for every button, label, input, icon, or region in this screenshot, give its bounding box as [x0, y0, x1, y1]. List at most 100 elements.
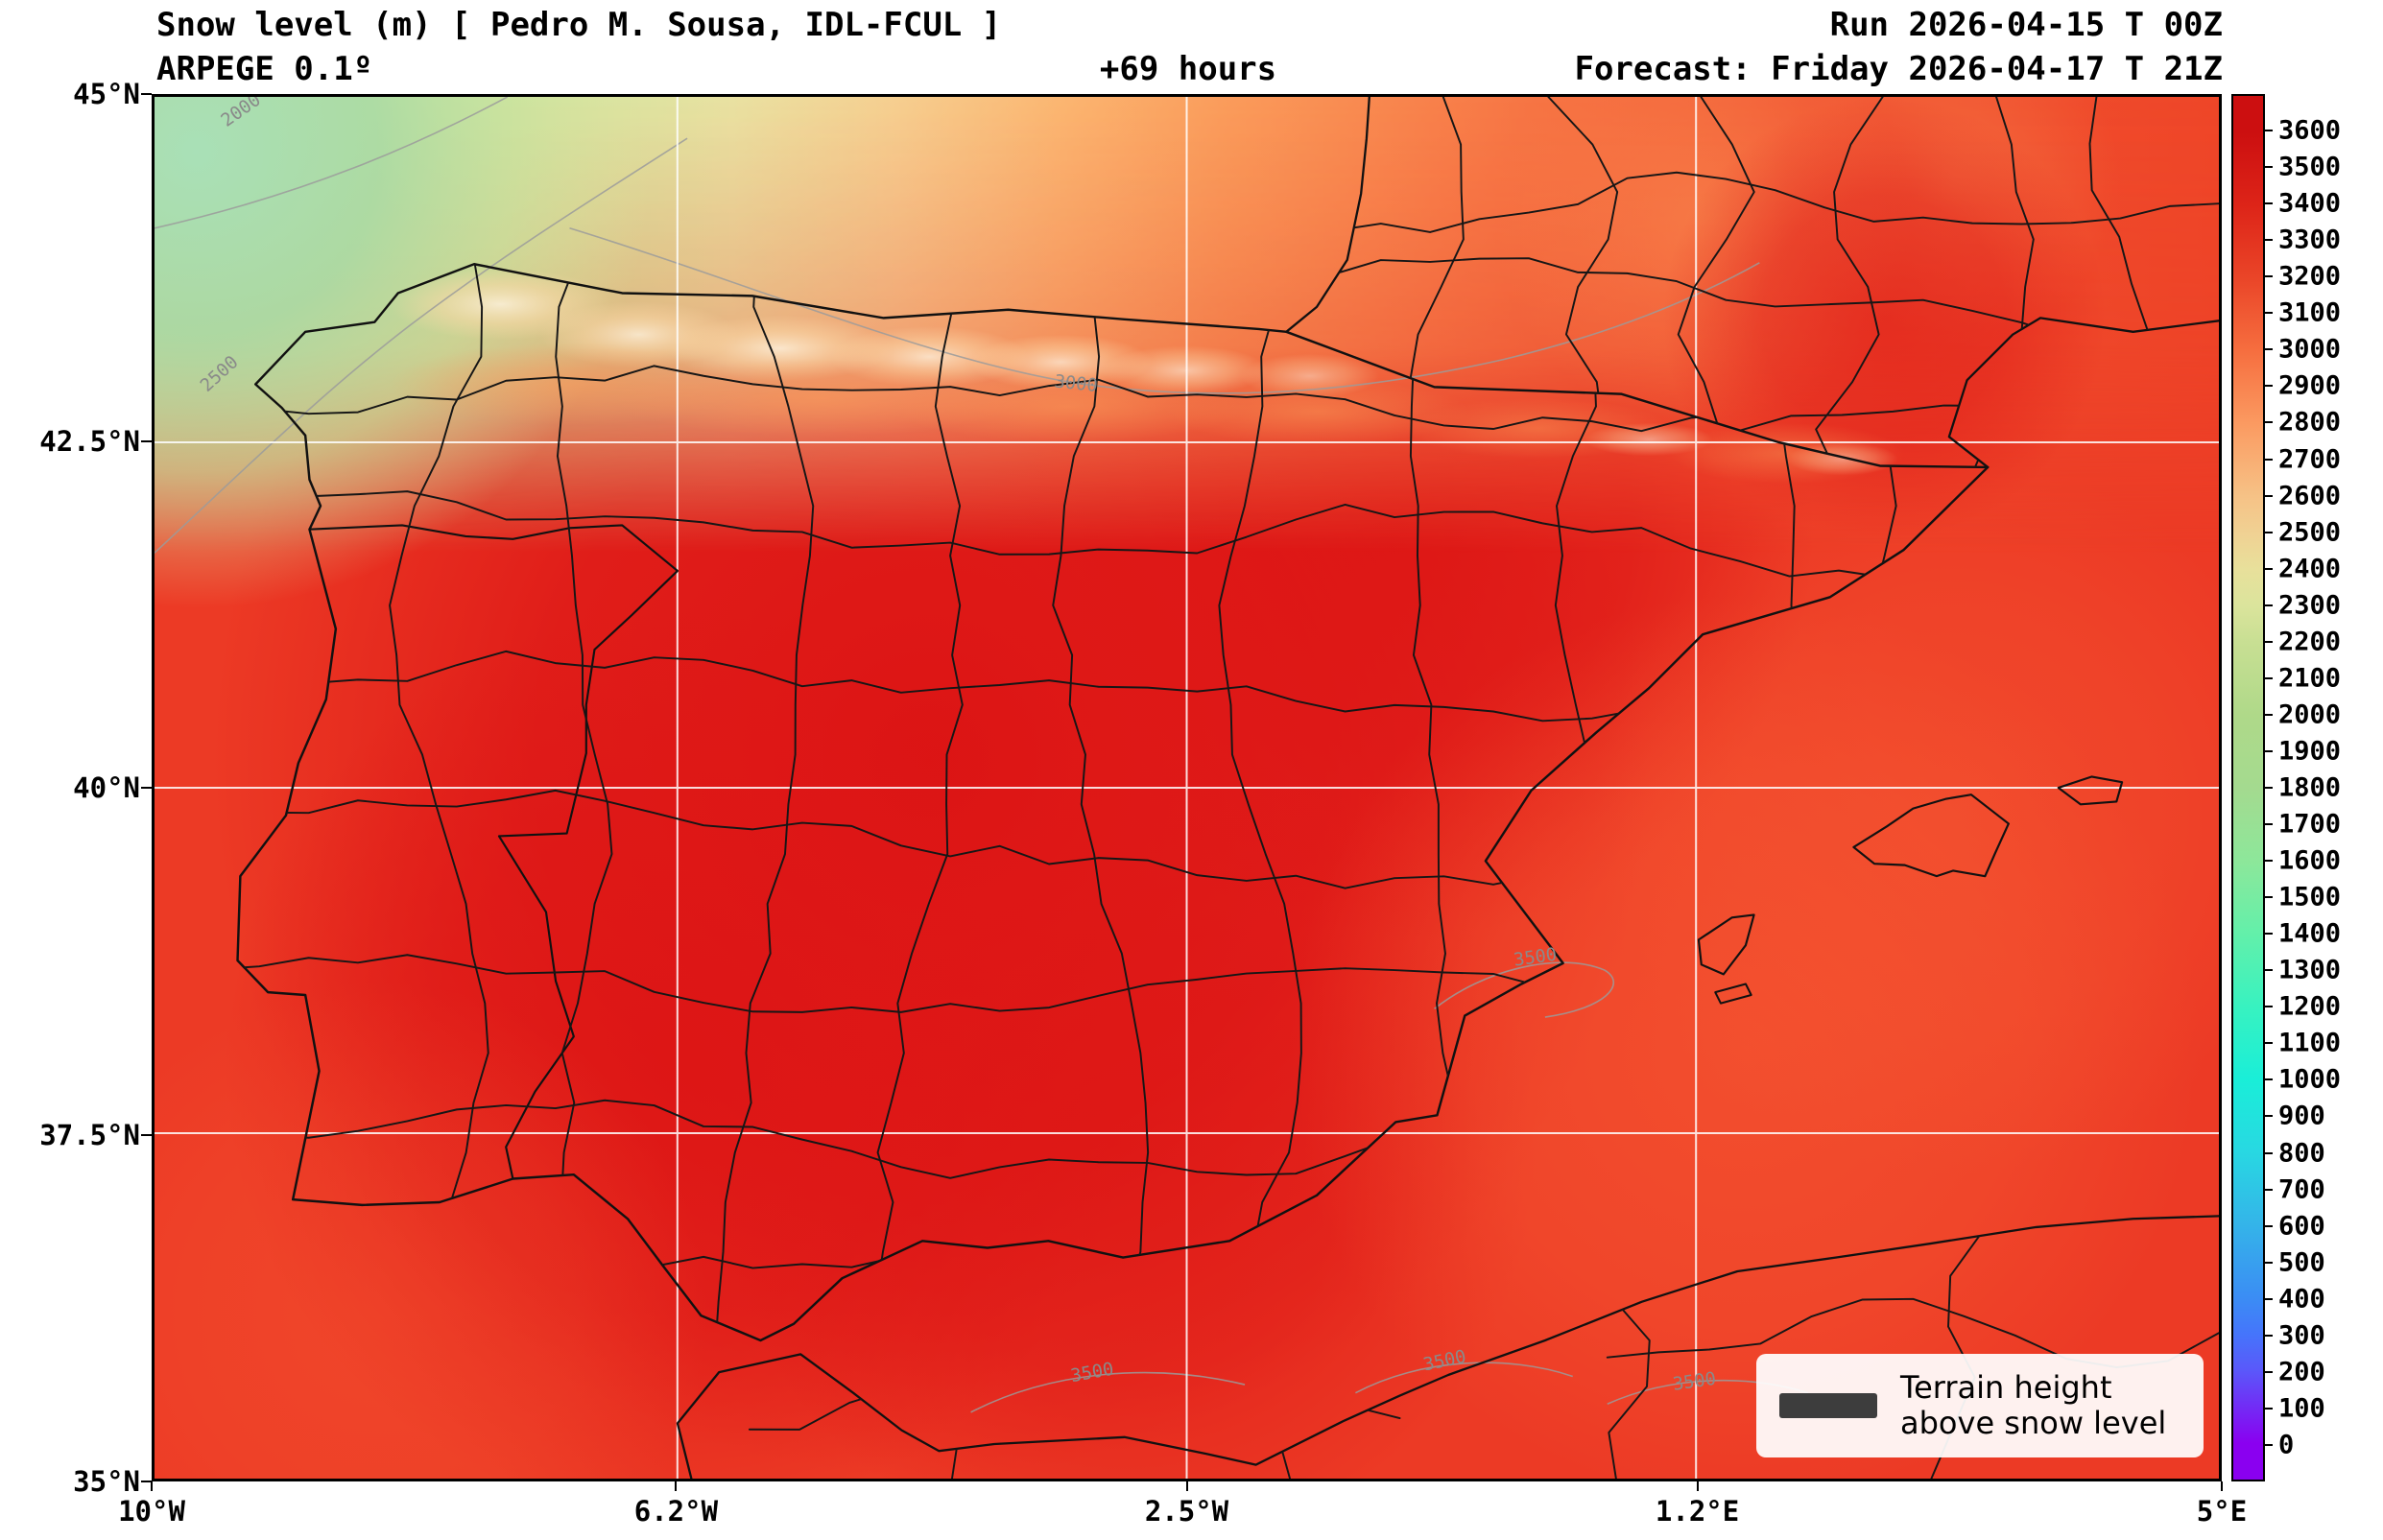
contour-label: 3000 [1054, 371, 1099, 396]
colorbar-tick-mark [2265, 896, 2273, 899]
colorbar-tick-label: 1000 [2278, 1064, 2342, 1095]
colorbar-tick-mark [2265, 1042, 2273, 1045]
legend-text: Terrain height above snow level [1900, 1370, 2166, 1441]
colorbar-tick-label: 1100 [2278, 1028, 2342, 1058]
colorbar-tick-mark [2265, 1443, 2273, 1446]
colorbar-tick-mark [2265, 348, 2273, 351]
colorbar-tick-label: 2700 [2278, 444, 2342, 475]
lead-time-label: +69 hours [1099, 50, 1277, 88]
colorbar-tick-mark [2265, 531, 2273, 533]
x-axis-tick-label: 5°E [2196, 1495, 2248, 1528]
legend-line2: above snow level [1900, 1405, 2167, 1441]
colorbar-tick-mark [2265, 1407, 2273, 1410]
y-axis-tick-mark [141, 439, 152, 442]
coastlines-and-borders [236, 97, 2219, 1479]
colorbar-tick-mark [2265, 385, 2273, 388]
colorbar-tick-label: 200 [2278, 1357, 2325, 1387]
colorbar-tick-label: 1600 [2278, 845, 2342, 876]
colorbar-tick-mark [2265, 860, 2273, 863]
colorbar-tick-label: 3500 [2278, 152, 2342, 182]
colorbar-tick-mark [2265, 1151, 2273, 1154]
colorbar-tick-label: 800 [2278, 1138, 2325, 1169]
y-axis-tick-label: 42.5°N [39, 424, 140, 458]
y-axis-tick-label: 40°N [73, 771, 140, 804]
colorbar-tick-mark [2265, 239, 2273, 242]
colorbar-tick-mark [2265, 1261, 2273, 1264]
x-axis-tick-label: 1.2°E [1655, 1495, 1740, 1528]
colorbar-tick-label: 3000 [2278, 334, 2342, 365]
colorbar-tick-mark [2265, 421, 2273, 424]
colorbar-tick-label: 1500 [2278, 882, 2342, 912]
legend-box: Terrain height above snow level [1756, 1354, 2204, 1457]
colorbar-tick-mark [2265, 933, 2273, 936]
terrain-legend-swatch [1779, 1393, 1877, 1418]
colorbar-tick-mark [2265, 458, 2273, 461]
colorbar-tick-label: 2200 [2278, 627, 2342, 657]
colorbar-tick-label: 700 [2278, 1174, 2325, 1205]
y-axis-tick-mark [141, 1133, 152, 1136]
colorbar-tick-label: 3600 [2278, 115, 2342, 146]
colorbar-tick-mark [2265, 1334, 2273, 1337]
forecast-label: Forecast: Friday 2026-04-17 T 21Z [1574, 50, 2223, 88]
colorbar-tick-label: 2300 [2278, 590, 2342, 621]
y-axis-tick-mark [141, 93, 152, 95]
colorbar-tick-mark [2265, 823, 2273, 826]
x-axis-tick-mark [1696, 1481, 1699, 1491]
colorbar-tick-label: 1800 [2278, 772, 2342, 803]
colorbar-tick-label: 900 [2278, 1101, 2325, 1131]
y-axis-tick-mark [141, 787, 152, 789]
contour-lines [155, 97, 1809, 1413]
colorbar-tick-mark [2265, 787, 2273, 789]
colorbar-tick-mark [2265, 676, 2273, 679]
x-axis-tick-mark [2221, 1481, 2223, 1491]
colorbar-tick-label: 300 [2278, 1320, 2325, 1351]
y-axis-tick-label: 37.5°N [39, 1118, 140, 1151]
colorbar-tick-label: 3300 [2278, 225, 2342, 255]
colorbar-tick-label: 400 [2278, 1284, 2325, 1315]
colorbar-tick-mark [2265, 567, 2273, 570]
run-label: Run 2026-04-15 T 00Z [1829, 6, 2223, 44]
colorbar-tick-mark [2265, 604, 2273, 606]
colorbar-tick-mark [2265, 1115, 2273, 1118]
colorbar-tick-mark [2265, 202, 2273, 205]
colorbar-tick-label: 2500 [2278, 517, 2342, 548]
colorbar-tick-mark [2265, 749, 2273, 752]
y-axis-tick-label: 35°N [73, 1465, 140, 1498]
colorbar-tick-mark [2265, 1078, 2273, 1081]
x-axis-tick-mark [1185, 1481, 1188, 1491]
colorbar-tick-mark [2265, 1188, 2273, 1191]
map-plot-area: 2000 2500 3000 3500 3500 3500 3500 Terrain hei… [152, 94, 2222, 1481]
colorbar-tick-label: 1300 [2278, 955, 2342, 985]
colorbar-gradient [2233, 96, 2263, 1480]
model-label: ARPEGE 0.1º [156, 50, 373, 88]
colorbar-tick-label: 600 [2278, 1211, 2325, 1242]
colorbar-tick-mark [2265, 713, 2273, 716]
colorbar-tick-label: 2000 [2278, 699, 2342, 730]
colorbar-tick-label: 500 [2278, 1247, 2325, 1278]
colorbar-tick-label: 2100 [2278, 663, 2342, 694]
x-axis-tick-mark [151, 1481, 153, 1491]
legend-line1: Terrain height [1900, 1369, 2112, 1407]
colorbar-tick-mark [2265, 494, 2273, 497]
x-axis-tick-mark [675, 1481, 678, 1491]
colorbar-tick-mark [2265, 275, 2273, 278]
colorbar-tick-label: 1200 [2278, 991, 2342, 1022]
colorbar-tick-mark [2265, 969, 2273, 972]
page-title: Snow level (m) [ Pedro M. Sousa, IDL-FCU… [156, 6, 1002, 44]
colorbar-tick-mark [2265, 312, 2273, 315]
gridlines [155, 97, 2219, 1479]
colorbar-tick-label: 3100 [2278, 297, 2342, 328]
colorbar-tick-label: 2900 [2278, 370, 2342, 401]
y-axis-tick-label: 45°N [73, 78, 140, 110]
colorbar-tick-label: 1400 [2278, 918, 2342, 949]
colorbar-tick-mark [2265, 1297, 2273, 1300]
x-axis-tick-label: 2.5°W [1144, 1495, 1229, 1528]
colorbar-tick-mark [2265, 166, 2273, 169]
colorbar-tick-label: 2600 [2278, 481, 2342, 511]
colorbar-tick-label: 3200 [2278, 261, 2342, 292]
colorbar-tick-label: 0 [2278, 1430, 2295, 1460]
colorbar-tick-label: 100 [2278, 1393, 2325, 1424]
colorbar-tick-label: 2800 [2278, 407, 2342, 438]
